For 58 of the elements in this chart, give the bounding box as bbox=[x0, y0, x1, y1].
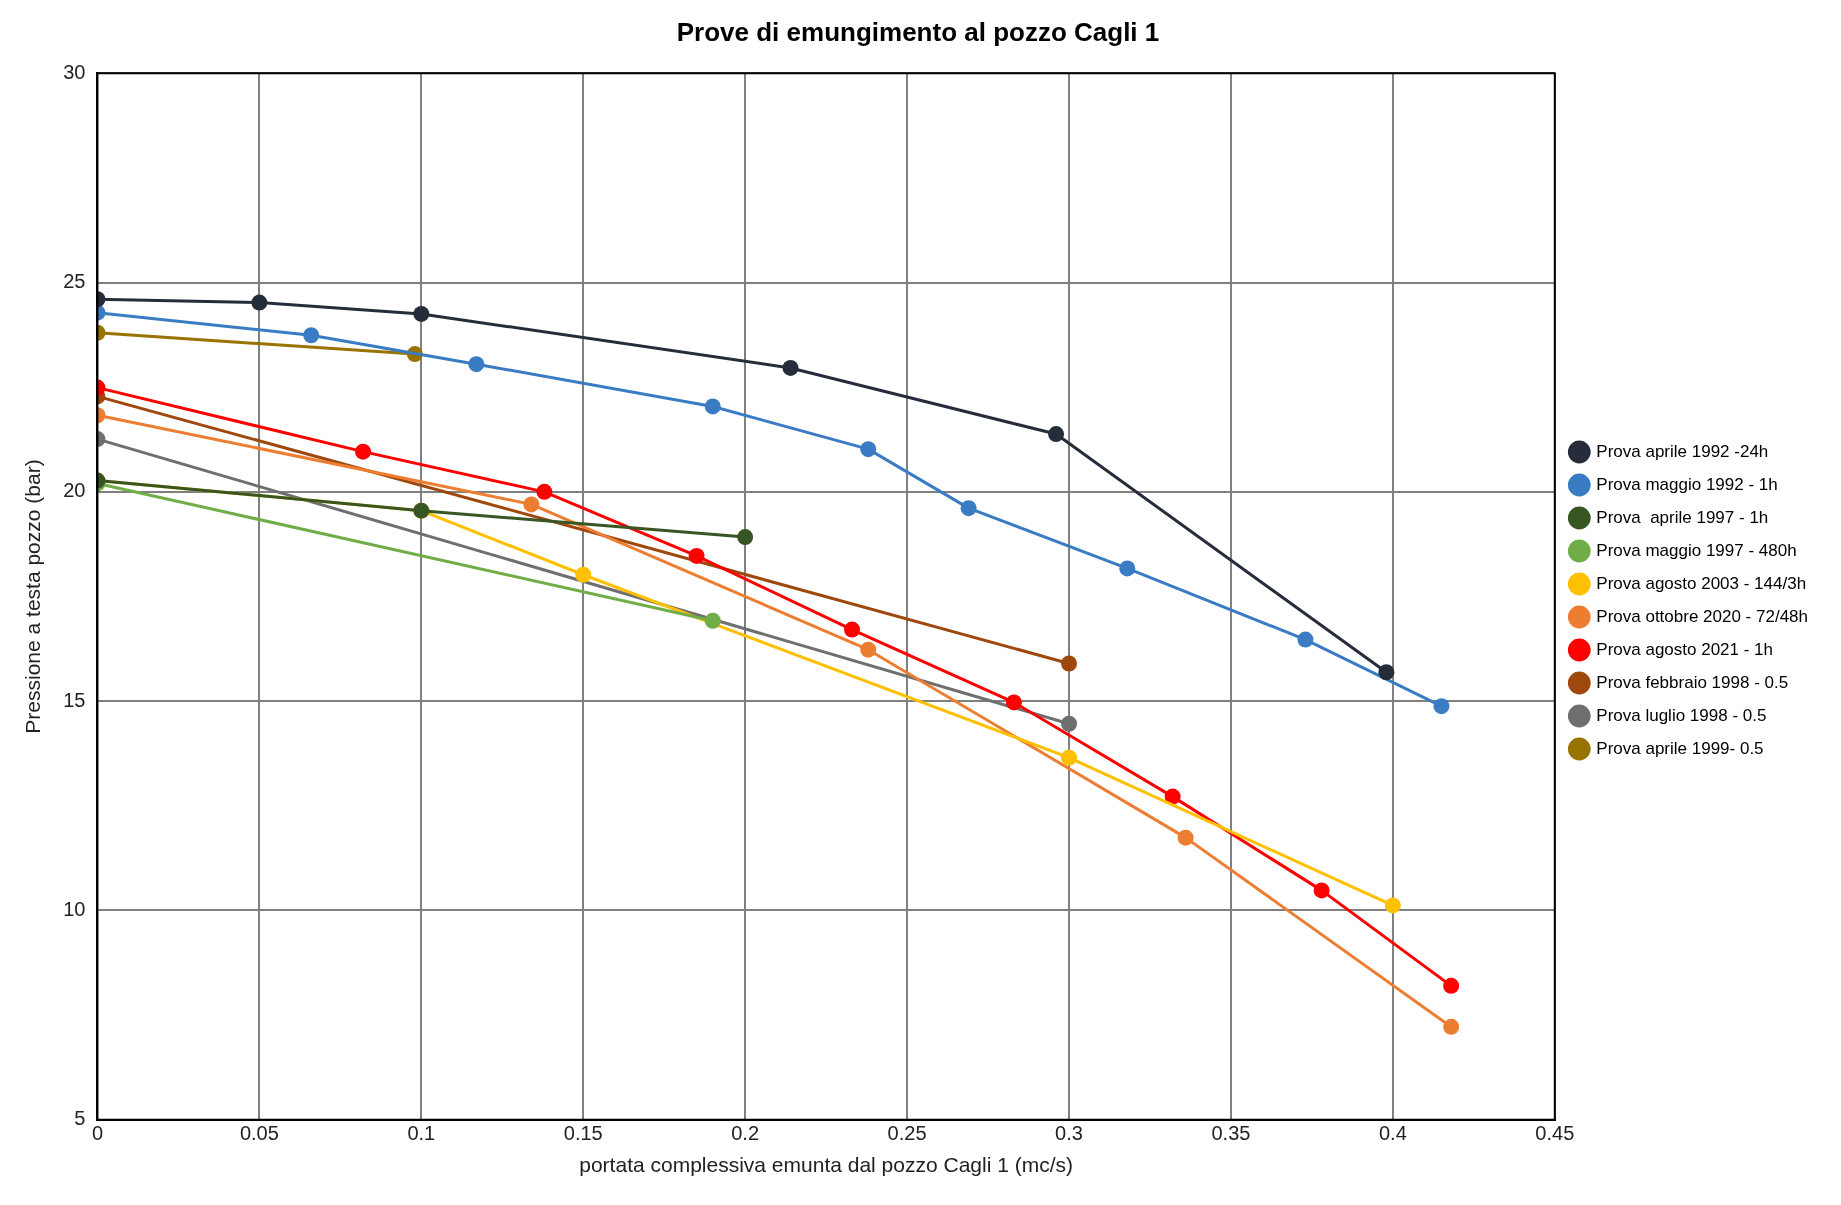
y-tick-label: 5 bbox=[74, 1107, 86, 1130]
point bbox=[1384, 897, 1401, 914]
point bbox=[413, 305, 430, 322]
point bbox=[844, 621, 861, 638]
x-tick-label: 0.25 bbox=[887, 1122, 927, 1145]
point bbox=[355, 443, 372, 460]
x-tick-label: 0.35 bbox=[1211, 1122, 1251, 1145]
point bbox=[1177, 829, 1194, 846]
legend-label: Prova agosto 2003 - 144/3h bbox=[1596, 573, 1807, 593]
x-tick-label: 0.15 bbox=[563, 1122, 603, 1145]
legend-label: Prova ottobre 2020 - 72/48h bbox=[1596, 606, 1808, 626]
x-axis-title: portata complessiva emunta dal pozzo Cagli 1 (mc/s) bbox=[579, 1153, 1073, 1177]
point bbox=[782, 359, 799, 376]
x-tick-label: 0.05 bbox=[239, 1122, 279, 1145]
point bbox=[1313, 882, 1330, 899]
point bbox=[860, 641, 877, 658]
x-tick-label: 0 bbox=[91, 1122, 104, 1145]
point bbox=[1061, 749, 1078, 766]
x-tick-label: 0.45 bbox=[1535, 1122, 1575, 1145]
point bbox=[1048, 426, 1065, 443]
legend-label: Prova aprile 1997 - 1h bbox=[1596, 507, 1769, 527]
point bbox=[575, 566, 592, 583]
point bbox=[1378, 664, 1395, 681]
legend-label: Prova aprile 1992 -24h bbox=[1596, 441, 1769, 461]
legend-label: Prova maggio 1992 - 1h bbox=[1596, 474, 1778, 494]
point bbox=[737, 529, 754, 546]
legend-label: Prova aprile 1999- 0.5 bbox=[1596, 738, 1764, 758]
point bbox=[860, 441, 877, 458]
x-tick-label: 0.1 bbox=[407, 1122, 436, 1145]
point bbox=[468, 356, 485, 373]
point bbox=[704, 398, 721, 415]
point bbox=[1443, 977, 1460, 994]
point bbox=[1297, 631, 1314, 648]
point bbox=[1119, 560, 1136, 577]
y-tick-label: 10 bbox=[63, 898, 86, 920]
point bbox=[1443, 1018, 1460, 1035]
point bbox=[960, 500, 977, 517]
point bbox=[303, 327, 320, 344]
y-tick-label: 15 bbox=[63, 688, 86, 711]
legend-label: Prova agosto 2021 - 1h bbox=[1596, 639, 1774, 659]
y-tick-label: 25 bbox=[63, 270, 86, 293]
point bbox=[251, 294, 268, 311]
x-tick-label: 0.2 bbox=[731, 1122, 760, 1145]
legend-label: Prova febbraio 1998 - 0.5 bbox=[1596, 672, 1789, 692]
y-tick-label: 30 bbox=[63, 60, 86, 83]
legend-label: Prova luglio 1998 - 0.5 bbox=[1596, 705, 1767, 725]
y-axis-title: Pressione a testa pozzo (bar) bbox=[21, 459, 45, 734]
point bbox=[536, 483, 553, 500]
point bbox=[1164, 788, 1181, 805]
y-tick-label: 20 bbox=[63, 479, 86, 502]
point bbox=[1433, 698, 1450, 715]
point bbox=[523, 496, 540, 513]
x-tick-label: 0.3 bbox=[1055, 1122, 1083, 1145]
legend-label: Prova maggio 1997 - 480h bbox=[1596, 540, 1797, 560]
x-tick-label: 0.4 bbox=[1378, 1122, 1407, 1145]
chart-title: Prove di emungimento al pozzo Cagli 1 bbox=[676, 16, 1160, 47]
point bbox=[688, 547, 705, 564]
point bbox=[1005, 694, 1022, 711]
